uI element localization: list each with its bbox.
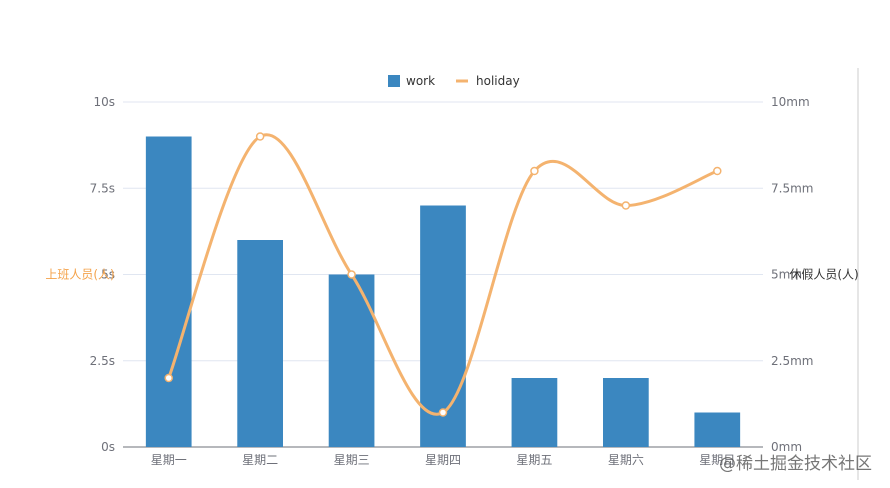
x-tick-label: 星期六: [608, 453, 644, 467]
x-tick-label: 星期日: [699, 453, 735, 467]
x-tick-label: 星期三: [334, 453, 370, 467]
x-tick-label: 星期五: [516, 453, 552, 467]
legend-label-holiday: holiday: [476, 74, 520, 88]
y-right-tick-label: 0mm: [771, 440, 802, 454]
legend-label-work: work: [406, 74, 435, 88]
point-holiday-5: [621, 201, 631, 210]
bar-work-4: [511, 378, 558, 447]
bar-work-1: [237, 240, 283, 447]
point-holiday-0: [164, 373, 173, 383]
point-holiday-1: [255, 132, 265, 141]
y-right-axis-name: 休假人员(人): [789, 268, 858, 282]
y-left-tick-label: 2.5s: [90, 354, 115, 368]
bar-work-6: [694, 412, 741, 447]
point-holiday-4: [530, 166, 539, 176]
bar-work-2: [328, 274, 375, 447]
watermark: @稀土掘金技术社区: [719, 454, 872, 474]
y-right-tick-label: 7.5mm: [771, 181, 813, 195]
bar-work-0: [145, 136, 192, 447]
legend-swatch-work: [388, 75, 400, 87]
x-tick-label: 星期二: [242, 453, 278, 467]
y-left-tick-label: 10s: [93, 95, 115, 109]
bar-work-3: [420, 205, 466, 447]
point-holiday-6: [713, 166, 722, 176]
bar-work-5: [603, 378, 649, 447]
x-tick-label: 星期四: [425, 453, 461, 467]
point-holiday-3: [438, 408, 448, 417]
y-right-tick-label: 5mm: [771, 268, 802, 282]
line-holiday: [167, 133, 718, 416]
y-left-tick-label: 7.5s: [90, 181, 115, 195]
x-tick-label: 星期一: [151, 453, 187, 467]
y-left-tick-label: 5s: [101, 268, 115, 282]
y-left-axis-name: 上班人员(人): [45, 268, 114, 282]
y-right-tick-label: 10mm: [771, 95, 810, 109]
y-left-tick-label: 0s: [101, 440, 115, 454]
point-holiday-2: [347, 270, 356, 279]
y-right-tick-label: 2.5mm: [771, 354, 813, 368]
